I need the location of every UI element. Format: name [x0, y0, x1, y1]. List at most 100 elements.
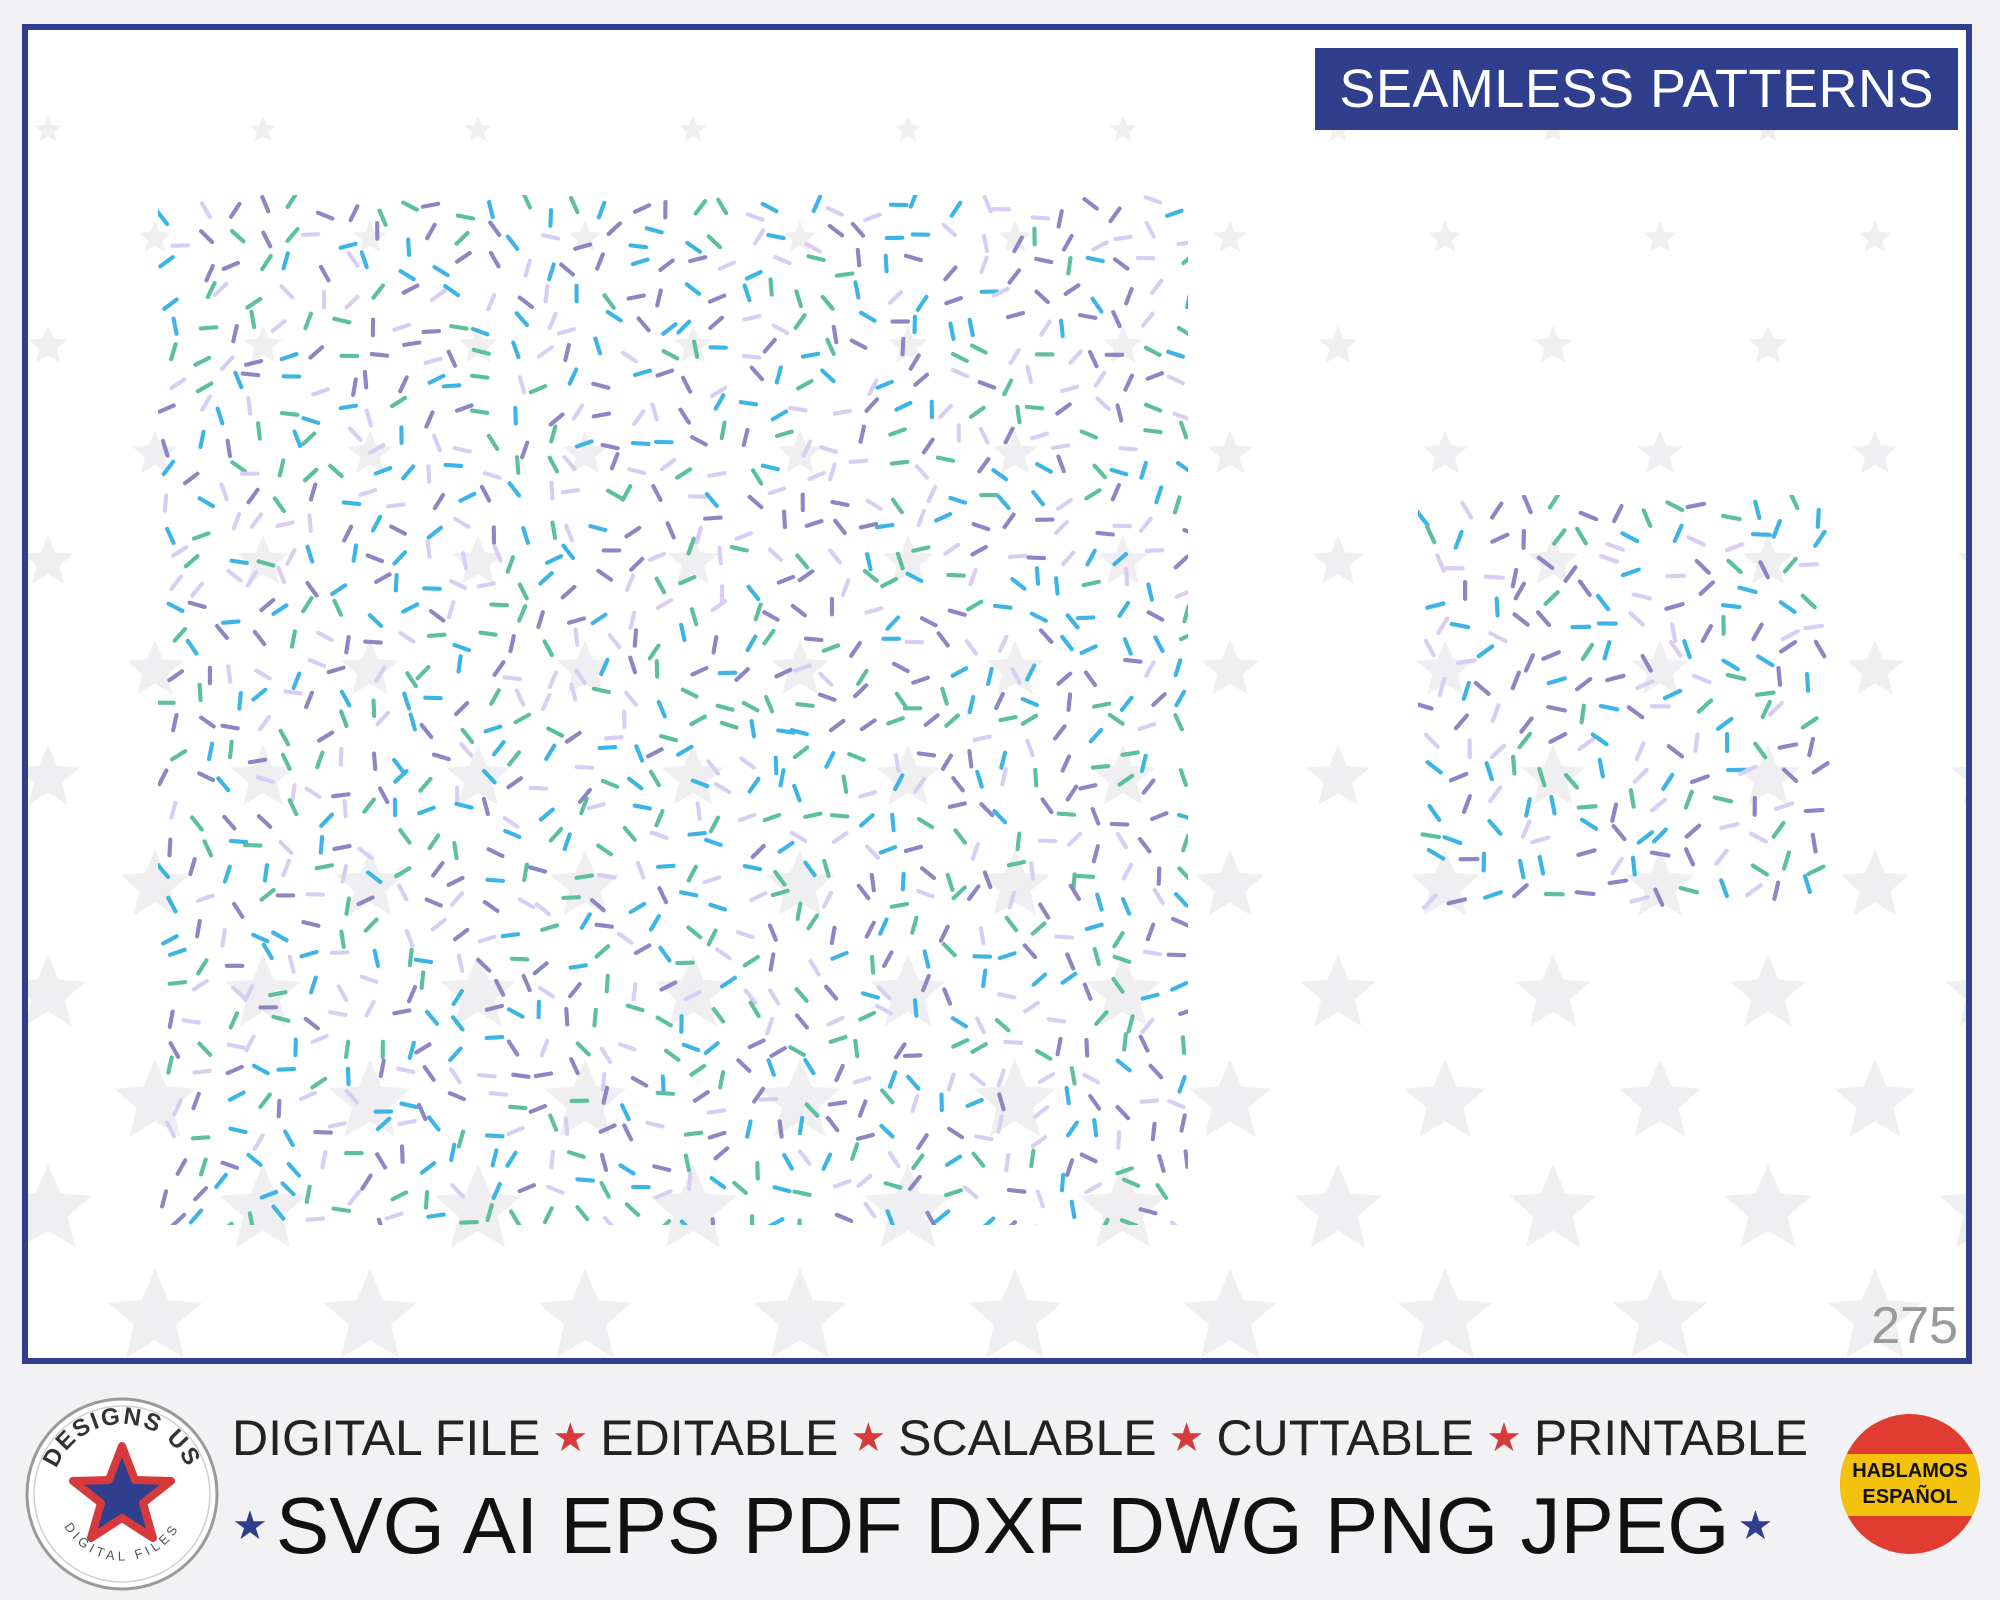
- sprinkle: [1488, 631, 1508, 644]
- sprinkle: [1092, 701, 1112, 709]
- sprinkle: [401, 200, 419, 212]
- sprinkle: [883, 253, 889, 274]
- sprinkle: [549, 424, 558, 444]
- sprinkle: [819, 445, 838, 454]
- sprinkle: [679, 1219, 688, 1225]
- sprinkle: [748, 1000, 761, 1018]
- sprinkle: [443, 462, 464, 468]
- sprinkle: [1686, 535, 1707, 547]
- sprinkle: [564, 730, 582, 744]
- red-star-icon: ★: [1168, 1416, 1205, 1460]
- sprinkle: [363, 917, 379, 933]
- background-star-icon: [1533, 325, 1573, 363]
- sprinkle: [1123, 657, 1143, 664]
- sprinkle: [1513, 581, 1527, 601]
- sprinkle: [344, 896, 352, 916]
- sprinkle: [900, 336, 906, 357]
- sprinkle: [951, 367, 970, 379]
- sprinkle: [622, 1123, 634, 1142]
- sprinkle: [240, 371, 261, 378]
- sprinkle: [649, 830, 669, 840]
- sprinkle: [630, 1075, 649, 1088]
- sprinkle: [268, 990, 288, 998]
- sprinkle: [1053, 576, 1060, 596]
- sprinkle: [599, 657, 610, 677]
- sprinkle: [200, 394, 213, 412]
- sprinkle: [1094, 1010, 1109, 1026]
- sprinkle: [370, 514, 383, 533]
- sprinkle: [562, 454, 577, 471]
- sprinkle: [564, 1006, 570, 1027]
- sprinkle: [485, 1203, 494, 1223]
- sprinkle: [476, 957, 492, 973]
- sprinkle: [310, 1076, 328, 1090]
- sprinkle: [591, 381, 611, 390]
- sprinkle: [454, 701, 470, 717]
- sprinkle: [999, 750, 1008, 770]
- sprinkle: [827, 1100, 848, 1107]
- sprinkle: [341, 500, 362, 507]
- sprinkle: [559, 262, 575, 277]
- sprinkle: [454, 250, 472, 264]
- sprinkle: [617, 1042, 637, 1052]
- sprinkle: [732, 1180, 748, 1195]
- sprinkle: [1137, 722, 1157, 732]
- sprinkle: [242, 842, 263, 848]
- sprinkle: [571, 403, 585, 421]
- sprinkle: [1590, 732, 1609, 747]
- sprinkle: [441, 383, 462, 389]
- sprinkle: [850, 1142, 860, 1161]
- sprinkle: [301, 596, 314, 614]
- sprinkle: [277, 458, 286, 478]
- sprinkle: [885, 615, 901, 631]
- sprinkle: [1682, 639, 1692, 660]
- sprinkle: [285, 195, 298, 209]
- sprinkle: [166, 895, 178, 914]
- sprinkle: [734, 667, 750, 682]
- sprinkle: [326, 665, 346, 675]
- sprinkle: [738, 400, 759, 407]
- sprinkle: [710, 599, 728, 613]
- sprinkle: [1760, 699, 1772, 720]
- sprinkle: [307, 657, 327, 669]
- background-star-icon: [1422, 430, 1468, 474]
- sprinkle: [1490, 501, 1504, 520]
- sprinkle: [167, 1009, 175, 1029]
- sprinkle: [830, 950, 849, 961]
- sprinkle: [548, 826, 564, 843]
- sprinkle: [921, 973, 931, 993]
- sprinkle: [1535, 610, 1552, 628]
- sprinkle: [1749, 831, 1768, 844]
- sprinkle: [795, 901, 803, 921]
- sprinkle: [1140, 992, 1160, 1001]
- sprinkle: [281, 858, 292, 878]
- sprinkle: [824, 984, 839, 1001]
- background-star-icon: [1637, 430, 1683, 474]
- sprinkle: [745, 634, 758, 653]
- sprinkle: [1512, 883, 1529, 899]
- sprinkle: [446, 875, 465, 887]
- sprinkle: [742, 863, 763, 872]
- sprinkle: [561, 543, 576, 561]
- sprinkle: [219, 355, 235, 371]
- sprinkle: [247, 757, 268, 765]
- sprinkle: [225, 438, 232, 459]
- sprinkle: [663, 1048, 681, 1062]
- sprinkle: [477, 934, 497, 944]
- sprinkle: [1010, 667, 1022, 685]
- sprinkle: [430, 288, 447, 302]
- sprinkle: [1173, 658, 1183, 678]
- sprinkle: [540, 923, 560, 932]
- sprinkle: [204, 264, 215, 283]
- sprinkle: [1552, 528, 1567, 546]
- sprinkle: [633, 943, 652, 956]
- sprinkle: [420, 201, 441, 209]
- sprinkle: [537, 985, 555, 999]
- sprinkle: [793, 313, 807, 330]
- sprinkle: [307, 513, 313, 533]
- sprinkle: [390, 1190, 409, 1202]
- sprinkle: [817, 692, 837, 702]
- sprinkle: [626, 293, 646, 301]
- sprinkle: [1110, 483, 1121, 502]
- feature-printable: PRINTABLE: [1533, 1410, 1808, 1466]
